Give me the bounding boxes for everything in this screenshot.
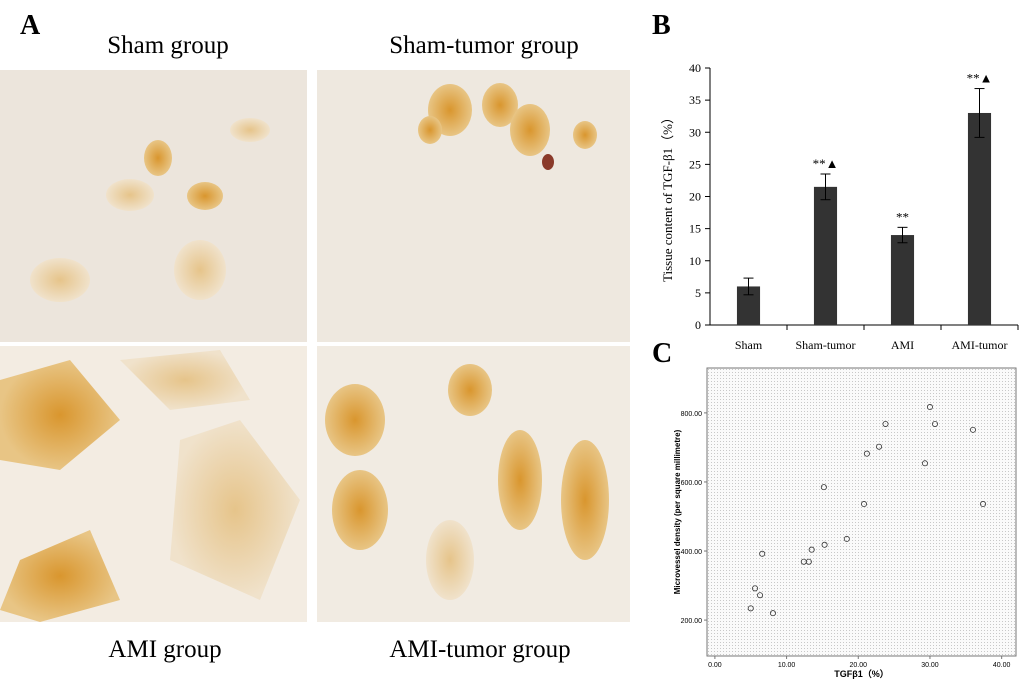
x-tick-label: 0.00 [708, 662, 722, 669]
y-tick-label: 10 [689, 254, 701, 268]
caption: AMI-tumor group [389, 636, 570, 663]
caption: AMI group [108, 636, 221, 663]
point [980, 501, 987, 508]
panel-label: A [20, 10, 41, 41]
point [861, 501, 868, 508]
micrograph [317, 70, 630, 342]
point [931, 420, 938, 427]
bar [890, 235, 915, 325]
panel-label: B [652, 10, 671, 41]
micrograph [317, 346, 630, 622]
point [969, 426, 976, 433]
y-tick-label: 35 [689, 93, 701, 107]
annotation: ** [896, 209, 909, 224]
x-tick-label: 40.00 [993, 662, 1011, 669]
bar [736, 286, 761, 325]
y-axis-label: Microvessel density (per square millimet… [673, 429, 682, 594]
y-tick-label: 400.00 [681, 549, 703, 556]
x-tick-label: AMI [891, 338, 914, 352]
x-tick-label: 20.00 [850, 662, 868, 669]
y-tick-label: 40 [689, 61, 701, 75]
micrograph [0, 346, 307, 622]
point [876, 443, 883, 450]
point [843, 535, 850, 542]
point [882, 420, 889, 427]
caption: Sham group [107, 32, 229, 59]
x-tick-label: 30.00 [921, 662, 939, 669]
plot-area [706, 367, 1017, 657]
point [820, 484, 827, 491]
bar [967, 112, 992, 325]
y-tick-label: 20 [689, 190, 701, 204]
micrograph [0, 70, 307, 342]
y-tick-label: 5 [695, 286, 701, 300]
y-tick-label: 800.00 [681, 411, 703, 418]
x-tick-label: AMI-tumor [952, 338, 1008, 352]
y-tick-label: 25 [689, 157, 701, 171]
point [808, 546, 815, 553]
annotation: **▲ [813, 156, 839, 171]
point [805, 558, 812, 565]
caption: Sham-tumor group [389, 32, 579, 59]
point [759, 550, 766, 557]
point [821, 541, 828, 548]
y-tick-label: 30 [689, 125, 701, 139]
point [863, 450, 870, 457]
x-tick-label: Sham [735, 338, 763, 352]
y-tick-label: 0 [695, 318, 701, 332]
x-axis-label: TGFβ1（%） [834, 669, 889, 679]
point [921, 460, 928, 467]
point [757, 592, 764, 599]
point [769, 610, 776, 617]
x-tick-label: Sham-tumor [796, 338, 856, 352]
x-tick-label: 10.00 [778, 662, 796, 669]
y-tick-label: 15 [689, 222, 701, 236]
y-axis-label: Tissue content of TGF-β1（%） [660, 111, 675, 282]
bar [813, 186, 838, 325]
y-tick-label: 200.00 [681, 618, 703, 625]
point [747, 605, 754, 612]
point [926, 404, 933, 411]
point [752, 585, 759, 592]
annotation: **▲ [967, 71, 993, 86]
y-tick-label: 600.00 [681, 480, 703, 487]
panel-label: C [652, 338, 672, 369]
